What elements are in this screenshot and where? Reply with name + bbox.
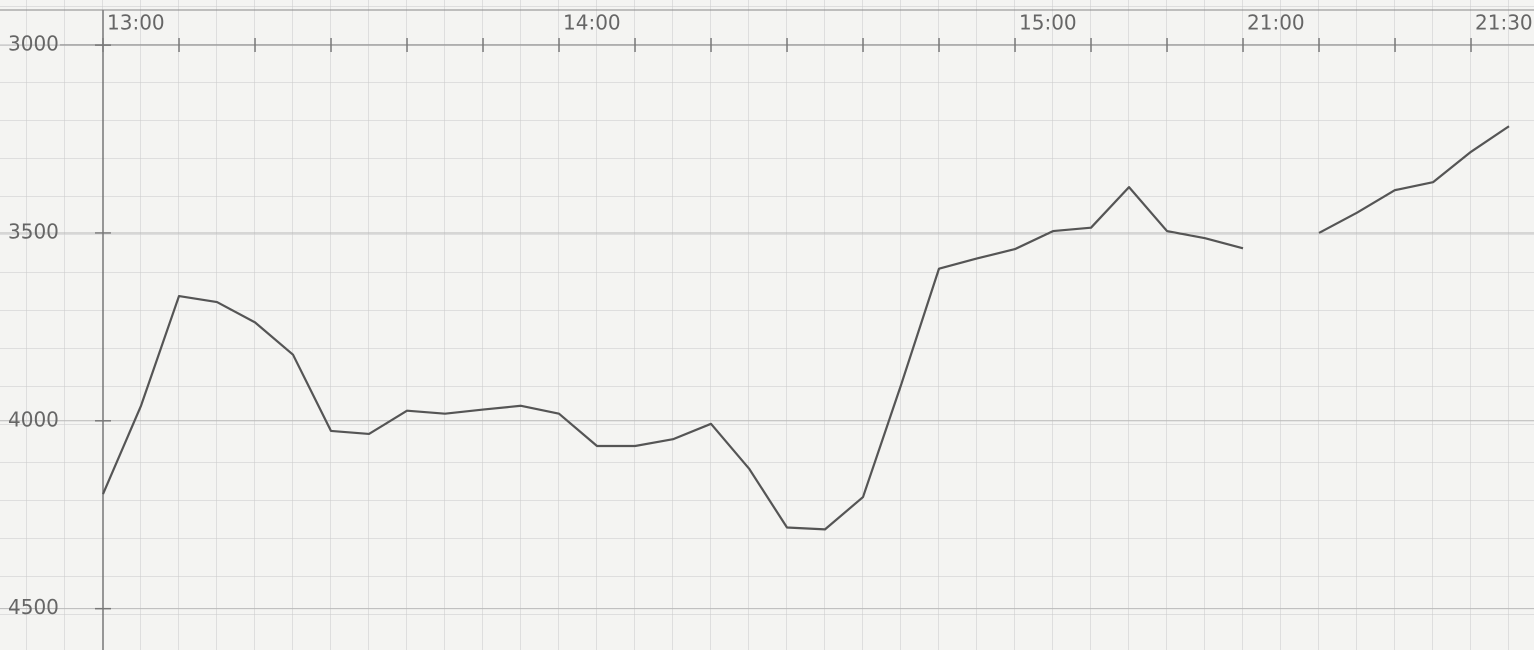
line-series — [101, 125, 1510, 531]
y-tick-label: 4000 — [8, 407, 59, 431]
x-tick-label: 21:30 — [1475, 11, 1533, 35]
y-tick-label: 3500 — [8, 219, 59, 243]
y-tick-label: 3000 — [8, 32, 59, 56]
y-tick-label: 4500 — [8, 595, 59, 619]
x-tick-label: 15:00 — [1019, 11, 1077, 35]
x-tick-label: 13:00 — [107, 11, 165, 35]
x-tick-label: 21:00 — [1247, 11, 1305, 35]
x-tick-label: 14:00 — [563, 11, 621, 35]
